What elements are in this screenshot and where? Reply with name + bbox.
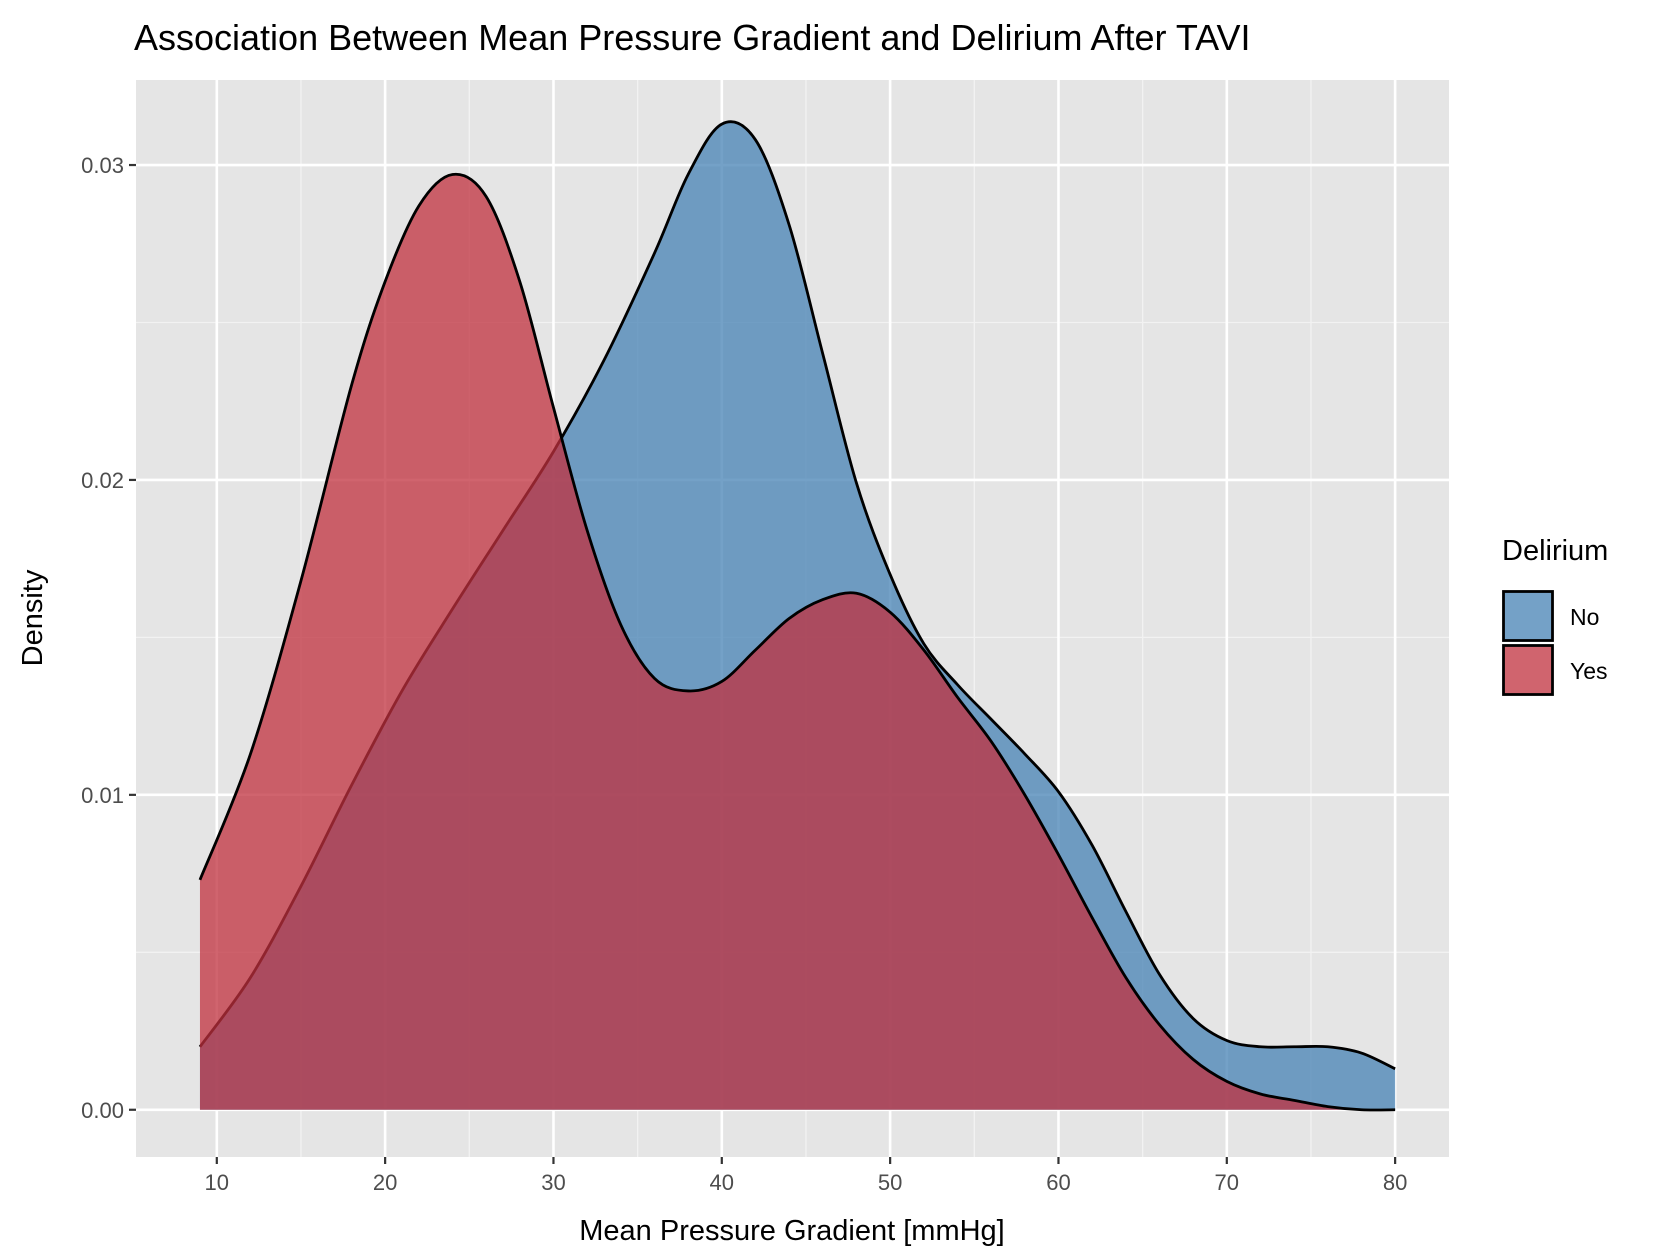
y-tick-label: 0.01 bbox=[81, 783, 124, 808]
chart-title: Association Between Mean Pressure Gradie… bbox=[134, 17, 1251, 58]
x-tick-label: 80 bbox=[1383, 1170, 1407, 1195]
x-tick-label: 30 bbox=[541, 1170, 565, 1195]
x-axis: 10 20 30 40 50 60 70 80 bbox=[205, 1157, 1407, 1195]
x-tick-label: 60 bbox=[1046, 1170, 1070, 1195]
density-area-yes bbox=[199, 174, 1396, 1110]
legend-key-yes bbox=[1502, 644, 1554, 696]
x-tick-label: 70 bbox=[1215, 1170, 1239, 1195]
legend: Delirium No Yes bbox=[1502, 535, 1608, 696]
legend-label-yes: Yes bbox=[1570, 658, 1608, 684]
y-tick-label: 0.02 bbox=[81, 468, 124, 493]
y-tick-label: 0.03 bbox=[81, 153, 124, 178]
legend-key-no bbox=[1502, 590, 1554, 642]
legend-label-no: No bbox=[1570, 604, 1599, 630]
y-axis: 0.00 0.01 0.02 0.03 bbox=[81, 153, 136, 1123]
x-tick-label: 50 bbox=[878, 1170, 902, 1195]
x-axis-title: Mean Pressure Gradient [mmHg] bbox=[579, 1215, 1004, 1247]
x-tick-label: 20 bbox=[373, 1170, 397, 1195]
y-tick-label: 0.00 bbox=[81, 1098, 124, 1123]
density-line-yes bbox=[198, 172, 1396, 1112]
y-axis-title: Density bbox=[17, 569, 49, 666]
density-areas bbox=[198, 120, 1396, 1112]
legend-title: Delirium bbox=[1502, 535, 1608, 567]
x-tick-label: 40 bbox=[710, 1170, 734, 1195]
x-tick-label: 10 bbox=[205, 1170, 229, 1195]
